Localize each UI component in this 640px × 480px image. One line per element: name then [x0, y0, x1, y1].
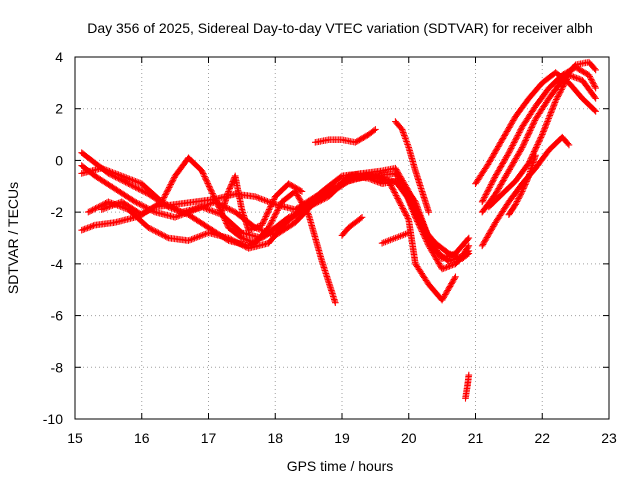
- x-tick-label: 18: [267, 430, 283, 446]
- y-axis-title: SDTVAR / TECUs: [5, 182, 21, 294]
- y-tick-label: 2: [55, 101, 63, 117]
- y-tick-label: 0: [55, 152, 63, 168]
- x-tick-label: 15: [67, 430, 83, 446]
- y-tick-label: 4: [55, 49, 63, 65]
- chart-title: Day 356 of 2025, Sidereal Day-to-day VTE…: [87, 20, 593, 36]
- series-track-15: [478, 64, 599, 206]
- y-tick-label: -8: [51, 359, 64, 375]
- plus-markers: [378, 229, 413, 247]
- plus-markers: [98, 154, 339, 306]
- x-tick-label: 23: [601, 430, 617, 446]
- plus-markers: [478, 64, 599, 206]
- series-track-5: [85, 172, 459, 304]
- x-tick-label: 20: [401, 430, 417, 446]
- x-tick-label: 22: [534, 430, 550, 446]
- series-track-12: [462, 371, 473, 402]
- plus-markers: [505, 151, 539, 218]
- plus-markers: [85, 172, 459, 304]
- plus-markers: [218, 172, 306, 234]
- x-tick-label: 19: [334, 430, 350, 446]
- plus-markers: [312, 126, 379, 146]
- x-tick-label: 16: [134, 430, 150, 446]
- series-track-10: [378, 229, 413, 247]
- series-track-17: [485, 71, 599, 211]
- x-tick-label: 17: [201, 430, 217, 446]
- plot-frame: [74, 56, 610, 420]
- series-track-9: [338, 214, 366, 239]
- y-axis: -10 -8 -6 -4 -2 0 2 4: [43, 49, 609, 427]
- y-tick-label: -10: [43, 411, 63, 427]
- y-tick-label: -4: [51, 256, 64, 272]
- plus-markers: [462, 371, 473, 402]
- series-track-6: [98, 154, 339, 306]
- x-axis-title: GPS time / hours: [287, 458, 394, 474]
- plus-markers: [392, 118, 433, 216]
- y-tick-label: -2: [51, 204, 64, 220]
- y-tick-label: -6: [51, 308, 64, 324]
- x-tick-label: 21: [468, 430, 484, 446]
- series-track-11: [392, 118, 433, 216]
- plus-markers: [485, 71, 599, 211]
- x-axis: 15 16 17 18 19 20 21 22 23: [67, 57, 617, 446]
- series-track-18: [505, 151, 539, 218]
- series-track-8: [312, 126, 379, 146]
- plus-markers: [338, 214, 366, 239]
- data-points: [78, 58, 599, 402]
- series-track-7: [218, 172, 306, 234]
